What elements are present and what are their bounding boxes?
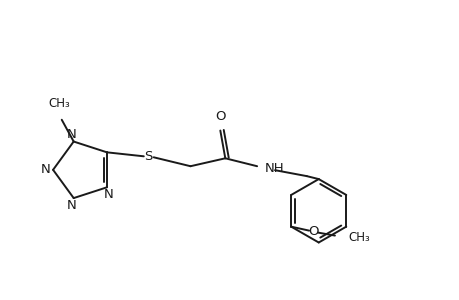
Text: N: N — [104, 188, 114, 201]
Text: CH₃: CH₃ — [348, 231, 370, 244]
Text: N: N — [40, 163, 50, 176]
Text: NH: NH — [264, 162, 284, 175]
Text: N: N — [67, 199, 76, 212]
Text: S: S — [144, 150, 153, 163]
Text: N: N — [67, 128, 76, 141]
Text: CH₃: CH₃ — [48, 97, 69, 110]
Text: O: O — [215, 110, 225, 123]
Text: O: O — [307, 225, 318, 238]
